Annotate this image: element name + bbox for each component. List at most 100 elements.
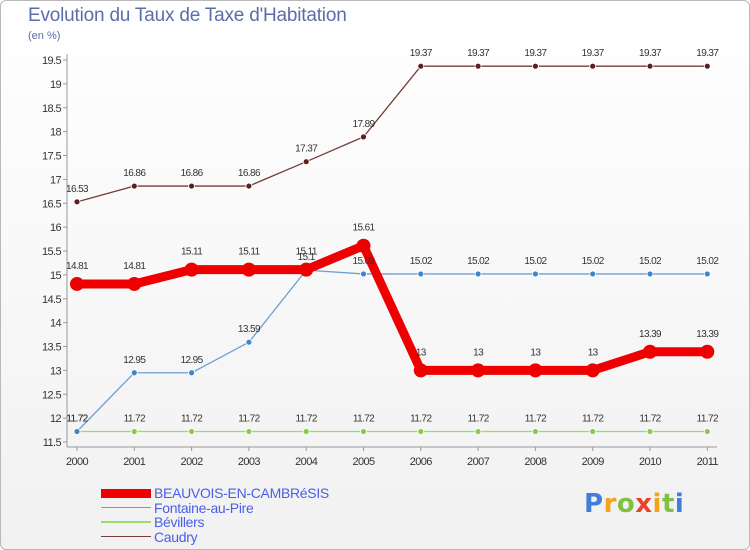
y-tick-label: 13.5 (42, 342, 61, 354)
y-tick-label: 12.5 (42, 389, 61, 401)
series-lines (70, 62, 715, 435)
data-label: 16.53 (66, 184, 89, 195)
series-point (70, 276, 84, 291)
data-label: 19.37 (410, 48, 433, 59)
x-tick-label: 2008 (524, 456, 547, 468)
series-point (417, 270, 425, 278)
series-point (245, 182, 253, 190)
x-tick-label: 2004 (295, 456, 318, 468)
data-label: 16.86 (123, 168, 146, 179)
data-label: 11.72 (238, 413, 260, 424)
series-point (245, 338, 253, 346)
y-tick-label: 14 (50, 318, 62, 330)
data-label: 14.81 (123, 261, 146, 272)
x-tick-label: 2001 (123, 456, 146, 468)
data-label: 13.59 (238, 324, 261, 335)
series-point (417, 62, 425, 70)
data-label: 16.86 (238, 168, 261, 179)
x-tick-label: 2000 (66, 456, 89, 468)
data-label: 17.89 (352, 119, 375, 130)
series-point (474, 270, 482, 278)
x-tick-label: 2010 (639, 456, 662, 468)
series-point (532, 270, 539, 278)
series-point (73, 428, 81, 435)
data-label: 11.72 (410, 413, 432, 424)
series-point (703, 270, 711, 278)
series-point (532, 428, 539, 435)
y-tick-label: 11.5 (43, 437, 62, 449)
series-point (646, 428, 654, 435)
series-point (532, 62, 539, 70)
data-label: 11.72 (525, 413, 547, 424)
data-label: 15.11 (296, 247, 318, 258)
data-label: 11.72 (296, 413, 318, 424)
series-point (73, 198, 81, 206)
y-tick-label: 16.5 (42, 198, 61, 210)
series-point (360, 428, 367, 435)
chart-title: Evolution du Taux de Taxe d'Habitation (28, 5, 347, 26)
series-point (130, 369, 138, 377)
series-point (643, 344, 657, 359)
data-label: 19.37 (696, 48, 719, 59)
series-point (589, 270, 597, 278)
data-label: 13.39 (639, 329, 662, 340)
data-label: 11.72 (66, 413, 88, 424)
series-line-1 (76, 269, 708, 432)
data-label: 11.72 (582, 413, 604, 424)
data-label: 13 (530, 347, 541, 358)
data-label: 14.81 (66, 261, 89, 272)
data-labels: 14.81 14.81 15.11 15.11 15.11 15.61 13 13 13 13 13… (66, 48, 720, 424)
data-label: 12.95 (181, 355, 204, 366)
series-point (184, 262, 199, 277)
y-tick-label: 14.5 (42, 294, 61, 306)
legend-swatch (101, 506, 151, 509)
data-label: 15.02 (696, 256, 719, 267)
legend-swatch (101, 535, 151, 538)
series-point (130, 182, 138, 190)
data-label: 13.39 (696, 329, 719, 340)
series-point (360, 133, 367, 141)
series-point (188, 369, 196, 377)
data-label: 19.37 (639, 48, 662, 59)
legend-label: Caudry (154, 528, 198, 545)
y-tick-label: 18 (50, 127, 62, 139)
series-point (413, 363, 428, 378)
data-label: 19.37 (467, 48, 490, 59)
series-line-3 (76, 65, 708, 203)
x-tick-label: 2005 (352, 456, 375, 468)
data-label: 16.86 (181, 168, 204, 179)
series-point (646, 270, 654, 278)
y-tick-label: 16 (50, 222, 62, 234)
data-label: 13 (416, 347, 427, 358)
data-label: 11.72 (697, 413, 719, 424)
series-point (356, 238, 371, 253)
series-line-0 (77, 241, 708, 375)
series-point (188, 428, 196, 435)
chart-unit: (en %) (28, 30, 61, 42)
legend-swatch (101, 488, 151, 498)
y-tick-label: 19 (50, 79, 62, 91)
data-label: 13 (588, 347, 599, 358)
series-point (299, 262, 314, 277)
series-point (245, 428, 253, 435)
data-label: 19.37 (524, 48, 547, 59)
series-point (130, 428, 138, 435)
data-label: 15.02 (410, 256, 433, 267)
data-label: 12.95 (123, 355, 146, 366)
x-tick-label: 2002 (181, 456, 204, 468)
series-point (241, 262, 256, 277)
data-label: 15.02 (352, 256, 375, 267)
x-tick-label: 2007 (467, 456, 490, 468)
data-label: 17.37 (295, 144, 318, 155)
legend-label: BEAUVOIS-EN-CAMBRéSIS (154, 485, 329, 501)
series-point (646, 62, 654, 70)
series-point (589, 428, 597, 435)
series-point (474, 428, 482, 435)
data-label: 19.37 (582, 48, 605, 59)
axes: 11.5 12 12.5 13 13.5 14 14.5 15 15.5 16 16.5 17 17.5… (42, 54, 719, 468)
x-tick-label: 2009 (582, 456, 605, 468)
series-point (360, 270, 367, 278)
series-point (302, 158, 310, 166)
series-point (700, 344, 715, 359)
series-point (703, 428, 711, 435)
